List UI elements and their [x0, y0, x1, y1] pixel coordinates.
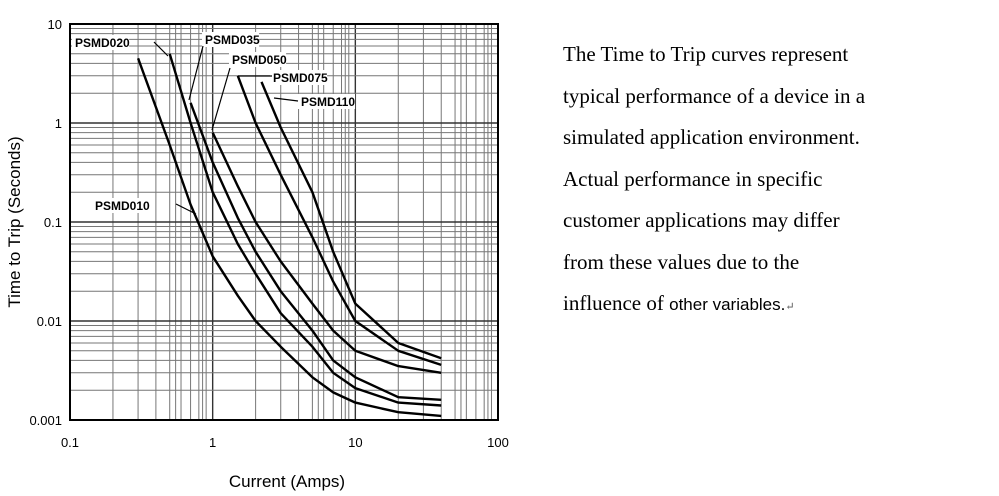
description-line: typical performance of a device in a — [563, 83, 866, 108]
series-label-leader — [175, 203, 197, 215]
series-label-leader — [188, 45, 204, 101]
series-line-psmd020 — [168, 53, 442, 407]
plot-border — [69, 23, 499, 421]
description-tail-sans: other variables. — [669, 295, 786, 314]
return-mark-icon: ↵ — [785, 301, 795, 313]
time-to-trip-chart: PSMD010 PSMD020 PSMD035 PSMD050 PSMD075 PSMD1… — [5, 17, 509, 491]
series-label-psmd035: PSMD035 — [205, 33, 260, 47]
description-line-last: influence of other variables.↵ — [563, 283, 983, 329]
x-tick-label: 1 — [209, 435, 216, 450]
series-label-leader — [153, 41, 169, 57]
series-layer — [136, 53, 442, 418]
series-labels: PSMD010 PSMD020 PSMD035 PSMD050 PSMD075 PSMD1… — [72, 32, 356, 215]
series-label-leader — [211, 67, 231, 131]
series-label-bg — [270, 70, 328, 85]
x-tick-label: 100 — [487, 435, 509, 450]
series-line-psmd010 — [136, 57, 442, 418]
series-label-bg — [202, 32, 260, 47]
series-label-psmd075: PSMD075 — [273, 71, 328, 85]
series-label-bg — [72, 35, 130, 50]
series-label-psmd110: PSMD110 — [301, 95, 355, 109]
series-line-psmd035 — [189, 102, 442, 401]
tick-labels: 0.1 1 10 100 0.001 0.01 0.1 1 10 — [29, 17, 508, 450]
y-tick-label: 10 — [48, 17, 62, 32]
series-line-psmd110 — [260, 81, 442, 360]
description-line: customer applications may differ — [563, 208, 840, 232]
series-label-bg — [298, 94, 356, 109]
y-tick-label: 1 — [55, 116, 62, 131]
x-tick-label: 10 — [348, 435, 362, 450]
y-tick-label: 0.01 — [37, 314, 62, 329]
y-tick-label: 0.1 — [44, 215, 62, 230]
description-line: Actual performance in specific — [563, 166, 823, 191]
series-label-leader — [273, 97, 299, 102]
description-text: The Time to Trip curves represent typica… — [563, 34, 983, 329]
x-tick-label: 0.1 — [61, 435, 79, 450]
series-line-psmd050 — [211, 132, 442, 374]
description-line: simulated application environment. — [563, 125, 860, 149]
series-label-psmd010: PSMD010 — [95, 199, 150, 213]
description-line: The Time to Trip curves represent — [563, 42, 849, 66]
series-label-bg — [92, 198, 150, 213]
x-axis-label: Current (Amps) — [229, 472, 345, 491]
series-label-psmd050: PSMD050 — [232, 53, 287, 67]
y-tick-label: 0.001 — [29, 413, 62, 428]
description-line: from these values due to the — [563, 249, 800, 274]
y-axis-label: Time to Trip (Seconds) — [5, 136, 24, 307]
series-line-psmd075 — [236, 75, 442, 367]
description-tail-serif: influence of — [563, 291, 670, 315]
series-label-bg — [229, 52, 287, 67]
series-label-psmd020: PSMD020 — [75, 36, 130, 50]
